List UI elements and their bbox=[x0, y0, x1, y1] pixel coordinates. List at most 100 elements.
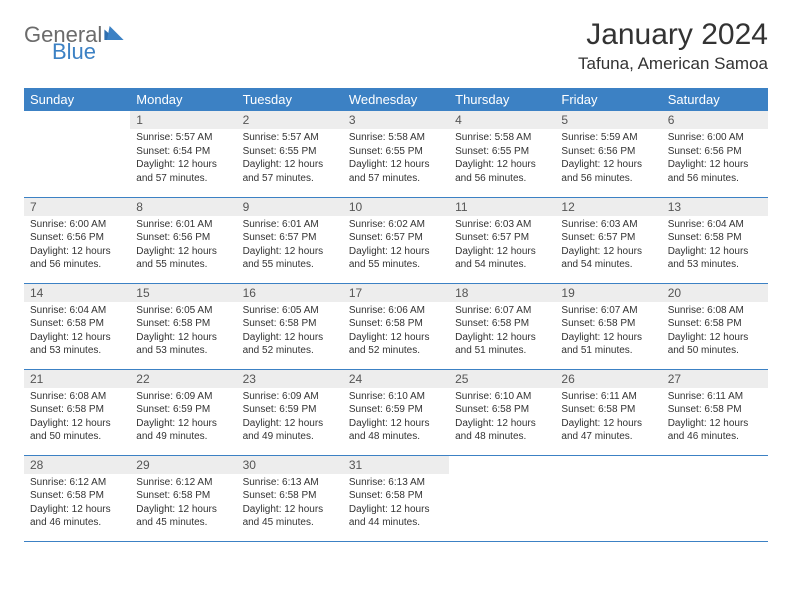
location: Tafuna, American Samoa bbox=[578, 54, 768, 74]
logo-stack: GeneralBlue bbox=[24, 24, 124, 63]
daylight-text: Daylight: 12 hours and 45 minutes. bbox=[243, 503, 337, 530]
sunrise-text: Sunrise: 6:12 AM bbox=[30, 476, 124, 490]
day-cell: 15Sunrise: 6:05 AMSunset: 6:58 PMDayligh… bbox=[130, 283, 236, 369]
day-data: Sunrise: 6:08 AMSunset: 6:58 PMDaylight:… bbox=[24, 388, 130, 448]
sunset-text: Sunset: 6:55 PM bbox=[455, 145, 549, 159]
day-number: 20 bbox=[662, 284, 768, 302]
day-data: Sunrise: 6:03 AMSunset: 6:57 PMDaylight:… bbox=[449, 216, 555, 276]
day-cell: 16Sunrise: 6:05 AMSunset: 6:58 PMDayligh… bbox=[237, 283, 343, 369]
day-data: Sunrise: 6:00 AMSunset: 6:56 PMDaylight:… bbox=[662, 129, 768, 189]
sunrise-text: Sunrise: 6:00 AM bbox=[30, 218, 124, 232]
day-data: Sunrise: 5:57 AMSunset: 6:54 PMDaylight:… bbox=[130, 129, 236, 189]
day-cell: 3Sunrise: 5:58 AMSunset: 6:55 PMDaylight… bbox=[343, 111, 449, 197]
sunrise-text: Sunrise: 6:10 AM bbox=[455, 390, 549, 404]
day-number bbox=[449, 456, 555, 474]
day-data: Sunrise: 6:10 AMSunset: 6:58 PMDaylight:… bbox=[449, 388, 555, 448]
sunset-text: Sunset: 6:58 PM bbox=[561, 317, 655, 331]
month-title: January 2024 bbox=[578, 18, 768, 52]
sunrise-text: Sunrise: 5:59 AM bbox=[561, 131, 655, 145]
day-cell: 27Sunrise: 6:11 AMSunset: 6:58 PMDayligh… bbox=[662, 369, 768, 455]
sunset-text: Sunset: 6:59 PM bbox=[349, 403, 443, 417]
sunrise-text: Sunrise: 6:11 AM bbox=[561, 390, 655, 404]
day-data: Sunrise: 6:11 AMSunset: 6:58 PMDaylight:… bbox=[662, 388, 768, 448]
day-cell bbox=[555, 455, 661, 541]
day-number: 30 bbox=[237, 456, 343, 474]
day-cell: 6Sunrise: 6:00 AMSunset: 6:56 PMDaylight… bbox=[662, 111, 768, 197]
day-data: Sunrise: 6:01 AMSunset: 6:57 PMDaylight:… bbox=[237, 216, 343, 276]
sunset-text: Sunset: 6:57 PM bbox=[455, 231, 549, 245]
sunset-text: Sunset: 6:56 PM bbox=[30, 231, 124, 245]
calendar-page: GeneralBlue January 2024 Tafuna, America… bbox=[0, 0, 792, 560]
day-number: 19 bbox=[555, 284, 661, 302]
day-number: 10 bbox=[343, 198, 449, 216]
day-number: 8 bbox=[130, 198, 236, 216]
daylight-text: Daylight: 12 hours and 56 minutes. bbox=[668, 158, 762, 185]
day-data: Sunrise: 6:04 AMSunset: 6:58 PMDaylight:… bbox=[24, 302, 130, 362]
day-cell bbox=[662, 455, 768, 541]
day-number: 27 bbox=[662, 370, 768, 388]
daylight-text: Daylight: 12 hours and 55 minutes. bbox=[349, 245, 443, 272]
sunset-text: Sunset: 6:58 PM bbox=[349, 317, 443, 331]
day-cell: 30Sunrise: 6:13 AMSunset: 6:58 PMDayligh… bbox=[237, 455, 343, 541]
sunset-text: Sunset: 6:58 PM bbox=[455, 317, 549, 331]
sunset-text: Sunset: 6:57 PM bbox=[561, 231, 655, 245]
daylight-text: Daylight: 12 hours and 57 minutes. bbox=[136, 158, 230, 185]
day-number: 16 bbox=[237, 284, 343, 302]
sunset-text: Sunset: 6:59 PM bbox=[243, 403, 337, 417]
day-cell: 4Sunrise: 5:58 AMSunset: 6:55 PMDaylight… bbox=[449, 111, 555, 197]
weekday-header: Wednesday bbox=[343, 88, 449, 111]
sunset-text: Sunset: 6:58 PM bbox=[561, 403, 655, 417]
day-cell: 29Sunrise: 6:12 AMSunset: 6:58 PMDayligh… bbox=[130, 455, 236, 541]
daylight-text: Daylight: 12 hours and 48 minutes. bbox=[455, 417, 549, 444]
sunset-text: Sunset: 6:54 PM bbox=[136, 145, 230, 159]
day-number: 9 bbox=[237, 198, 343, 216]
day-number: 18 bbox=[449, 284, 555, 302]
day-number: 5 bbox=[555, 111, 661, 129]
day-data: Sunrise: 6:07 AMSunset: 6:58 PMDaylight:… bbox=[449, 302, 555, 362]
logo: GeneralBlue bbox=[24, 18, 124, 63]
day-cell: 12Sunrise: 6:03 AMSunset: 6:57 PMDayligh… bbox=[555, 197, 661, 283]
sunrise-text: Sunrise: 6:13 AM bbox=[243, 476, 337, 490]
day-cell: 25Sunrise: 6:10 AMSunset: 6:58 PMDayligh… bbox=[449, 369, 555, 455]
day-number: 6 bbox=[662, 111, 768, 129]
calendar-body: 1Sunrise: 5:57 AMSunset: 6:54 PMDaylight… bbox=[24, 111, 768, 541]
day-data: Sunrise: 6:00 AMSunset: 6:56 PMDaylight:… bbox=[24, 216, 130, 276]
sunrise-text: Sunrise: 6:04 AM bbox=[30, 304, 124, 318]
daylight-text: Daylight: 12 hours and 50 minutes. bbox=[30, 417, 124, 444]
sunrise-text: Sunrise: 5:58 AM bbox=[455, 131, 549, 145]
day-cell: 23Sunrise: 6:09 AMSunset: 6:59 PMDayligh… bbox=[237, 369, 343, 455]
sunset-text: Sunset: 6:58 PM bbox=[668, 403, 762, 417]
day-data: Sunrise: 5:59 AMSunset: 6:56 PMDaylight:… bbox=[555, 129, 661, 189]
daylight-text: Daylight: 12 hours and 49 minutes. bbox=[243, 417, 337, 444]
day-cell: 20Sunrise: 6:08 AMSunset: 6:58 PMDayligh… bbox=[662, 283, 768, 369]
weekday-header: Tuesday bbox=[237, 88, 343, 111]
day-cell: 17Sunrise: 6:06 AMSunset: 6:58 PMDayligh… bbox=[343, 283, 449, 369]
day-cell bbox=[449, 455, 555, 541]
daylight-text: Daylight: 12 hours and 48 minutes. bbox=[349, 417, 443, 444]
sunrise-text: Sunrise: 6:05 AM bbox=[243, 304, 337, 318]
day-data: Sunrise: 6:05 AMSunset: 6:58 PMDaylight:… bbox=[237, 302, 343, 362]
day-number: 21 bbox=[24, 370, 130, 388]
sunrise-text: Sunrise: 5:57 AM bbox=[136, 131, 230, 145]
sunrise-text: Sunrise: 6:05 AM bbox=[136, 304, 230, 318]
weekday-header: Thursday bbox=[449, 88, 555, 111]
daylight-text: Daylight: 12 hours and 46 minutes. bbox=[30, 503, 124, 530]
daylight-text: Daylight: 12 hours and 53 minutes. bbox=[668, 245, 762, 272]
day-data: Sunrise: 6:01 AMSunset: 6:56 PMDaylight:… bbox=[130, 216, 236, 276]
sunset-text: Sunset: 6:58 PM bbox=[136, 317, 230, 331]
day-data: Sunrise: 6:11 AMSunset: 6:58 PMDaylight:… bbox=[555, 388, 661, 448]
week-row: 14Sunrise: 6:04 AMSunset: 6:58 PMDayligh… bbox=[24, 283, 768, 369]
sunrise-text: Sunrise: 5:57 AM bbox=[243, 131, 337, 145]
daylight-text: Daylight: 12 hours and 50 minutes. bbox=[668, 331, 762, 358]
daylight-text: Daylight: 12 hours and 51 minutes. bbox=[561, 331, 655, 358]
day-data: Sunrise: 6:05 AMSunset: 6:58 PMDaylight:… bbox=[130, 302, 236, 362]
sunset-text: Sunset: 6:58 PM bbox=[30, 489, 124, 503]
day-number: 13 bbox=[662, 198, 768, 216]
sunset-text: Sunset: 6:59 PM bbox=[136, 403, 230, 417]
day-data: Sunrise: 6:07 AMSunset: 6:58 PMDaylight:… bbox=[555, 302, 661, 362]
sunrise-text: Sunrise: 6:03 AM bbox=[455, 218, 549, 232]
day-number: 24 bbox=[343, 370, 449, 388]
daylight-text: Daylight: 12 hours and 56 minutes. bbox=[30, 245, 124, 272]
sunrise-text: Sunrise: 6:08 AM bbox=[668, 304, 762, 318]
day-data: Sunrise: 6:03 AMSunset: 6:57 PMDaylight:… bbox=[555, 216, 661, 276]
